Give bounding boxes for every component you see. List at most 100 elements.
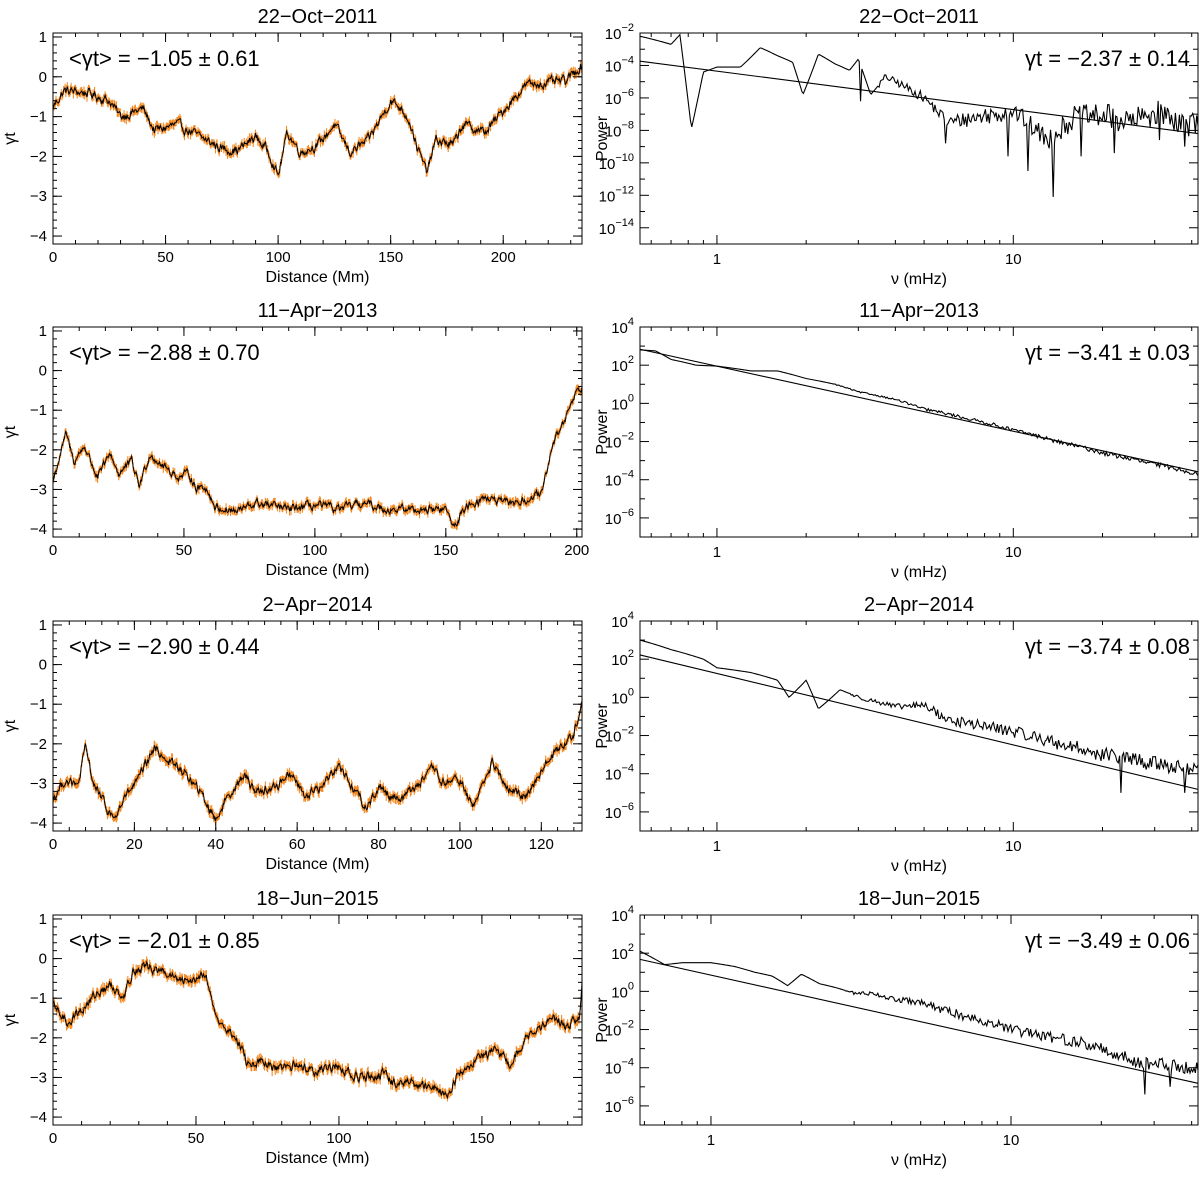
plot-frame [639, 326, 1199, 538]
plot-frame [639, 32, 1199, 245]
tick-label-exponent: −6 [621, 1095, 634, 1107]
tick-label: 104 [611, 316, 634, 337]
tick-label-exponent: 4 [628, 610, 634, 622]
gamma-series-line [52, 386, 583, 528]
tick-label-base: 10 [611, 320, 628, 337]
gamma-profile-panel-1: 22−Oct−2011 0 50 100 150 200 1 0 −1 −2 −3 −4 Distanc… [2, 6, 583, 286]
tick-label-exponent: −2 [621, 1019, 634, 1031]
x-axis-label: Distance (Mm) [265, 1150, 369, 1167]
tick-label-exponent: −4 [621, 54, 634, 66]
y-axis-label: Power [594, 409, 611, 455]
tick-label-base: 10 [605, 805, 622, 822]
y-tick-label: −3 [30, 1069, 47, 1086]
x-tick-label: 10 [1005, 838, 1022, 855]
tick-label: 10−2 [605, 22, 634, 43]
x-axis-label: ν (mHz) [891, 1152, 947, 1169]
y-tick-label: −3 [30, 775, 47, 792]
x-tick-label: 50 [157, 249, 174, 266]
x-tick-label: 100 [266, 249, 291, 266]
tick-label-base: 10 [605, 91, 622, 108]
tick-label-base: 10 [605, 511, 622, 528]
error-bars [52, 697, 583, 826]
tick-label-exponent: 2 [628, 942, 634, 954]
tick-label: 104 [611, 610, 634, 631]
panel-title: 22−Oct−2011 [859, 6, 979, 28]
mean-gamma-annotation: <γt> = −1.05 ± 0.61 [69, 46, 260, 71]
error-bars [52, 59, 583, 179]
x-tick-label: 200 [491, 249, 516, 266]
power-spectrum-line [639, 639, 1199, 793]
tick-label: 10−6 [605, 1095, 634, 1116]
y-tick-label: 0 [39, 363, 47, 380]
x-tick-label: 150 [433, 542, 458, 559]
y-tick-label: −3 [30, 188, 47, 205]
x-tick-label: 80 [370, 836, 387, 853]
x-tick-label: 150 [378, 249, 403, 266]
y-axis-label: Power [594, 997, 611, 1043]
x-tick-label: 150 [469, 1130, 494, 1147]
tick-label: 102 [611, 354, 634, 375]
panel-title: 11−Apr−2013 [258, 300, 378, 322]
y-tick-label: −4 [30, 228, 47, 245]
y-tick-label: −4 [30, 1109, 47, 1126]
x-tick-label: 0 [49, 1130, 57, 1147]
tick-label-exponent: 4 [628, 904, 634, 916]
x-axis-label: Distance (Mm) [265, 562, 369, 579]
y-tick-label: −1 [30, 990, 47, 1007]
tick-label-exponent: −2 [621, 431, 634, 443]
tick-label-exponent: 0 [628, 686, 634, 698]
tick-label-base: 10 [599, 156, 616, 173]
error-bars [52, 382, 583, 531]
tick-label: 104 [611, 904, 634, 925]
tick-label: 10−14 [599, 217, 634, 238]
plot-frame [52, 620, 583, 832]
tick-label: 100 [611, 980, 634, 1001]
y-axis-label: γt [2, 1013, 19, 1026]
x-tick-label: 100 [326, 1130, 351, 1147]
plot-frame [639, 620, 1199, 832]
tick-label: 10−2 [605, 1019, 634, 1040]
tick-label-exponent: 2 [628, 648, 634, 660]
error-bars [52, 956, 583, 1102]
tick-label: 10−6 [605, 801, 634, 822]
tick-label-exponent: 0 [628, 392, 634, 404]
power-spectrum-line [639, 950, 1199, 1095]
y-tick-label: 0 [39, 69, 47, 86]
y-tick-label: −2 [30, 1030, 47, 1047]
tick-label: 100 [611, 392, 634, 413]
panel-title: 18−Jun−2015 [256, 888, 378, 910]
tick-label-base: 10 [611, 984, 628, 1001]
y-tick-label: 1 [39, 617, 47, 634]
y-tick-label: 0 [39, 657, 47, 674]
y-axis-label: γt [2, 719, 19, 732]
gamma-profile-panel-2: 11−Apr−2013 0 50 100 150 200 1 0 −1 −2 −3 −4 Distanc… [2, 300, 589, 579]
x-axis-label: ν (mHz) [891, 271, 947, 288]
y-tick-label: 1 [39, 911, 47, 928]
tick-label-exponent: −4 [621, 1057, 634, 1069]
x-tick-label: 0 [49, 249, 57, 266]
tick-label-exponent: −8 [621, 119, 634, 131]
y-tick-label: −3 [30, 481, 47, 498]
x-tick-label: 0 [49, 836, 57, 853]
tick-label-base: 10 [611, 652, 628, 669]
plot-frame [639, 914, 1199, 1126]
tick-label-base: 10 [605, 767, 622, 784]
tick-label-exponent: −2 [621, 22, 634, 34]
y-tick-label: −1 [30, 402, 47, 419]
y-axis-label: Power [594, 703, 611, 749]
x-tick-label: 100 [447, 836, 472, 853]
x-axis-label: ν (mHz) [891, 564, 947, 581]
tick-label: 10−10 [599, 152, 634, 173]
gamma-profile-panel-4: 18−Jun−2015 0 50 100 150 1 0 −1 −2 −3 −4 Distance (… [2, 888, 583, 1167]
x-tick-label: 50 [188, 1130, 205, 1147]
y-axis-label: γt [2, 132, 19, 145]
tick-label-exponent: −6 [621, 87, 634, 99]
gamma-fit-annotation: γt = −3.49 ± 0.06 [1025, 928, 1190, 953]
tick-label-base: 10 [605, 1061, 622, 1078]
gamma-fit-annotation: γt = −2.37 ± 0.14 [1025, 46, 1190, 71]
tick-label-base: 10 [605, 123, 622, 140]
tick-label-base: 10 [611, 908, 628, 925]
